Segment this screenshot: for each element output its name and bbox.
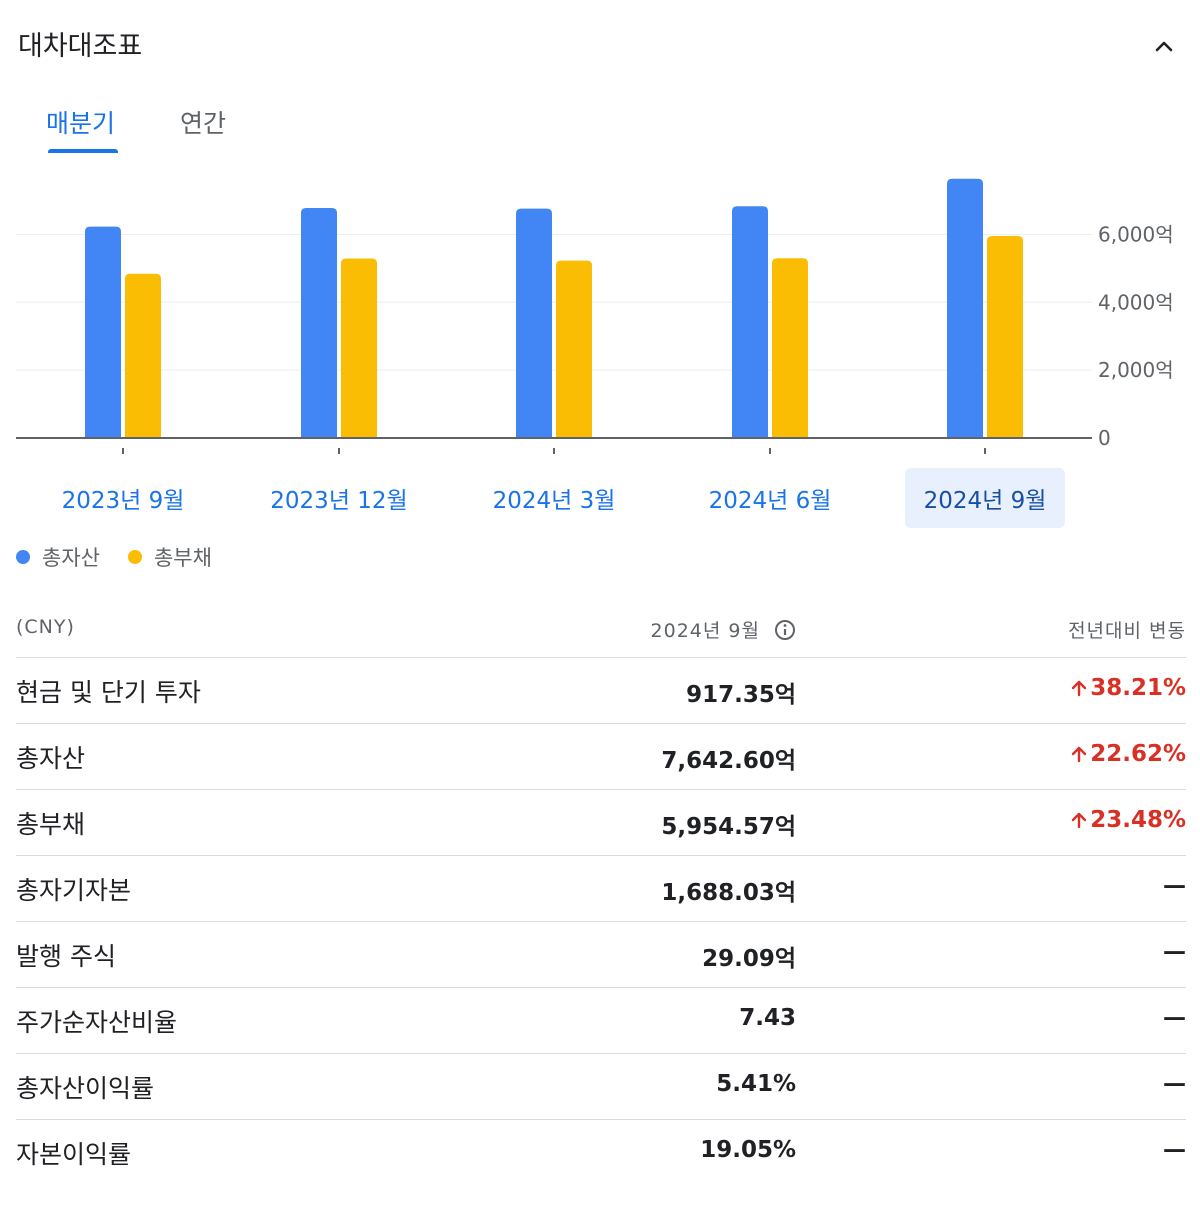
legend-item-total-assets: 총자산 [16,542,100,572]
row-change: 23.48% [1070,807,1186,833]
bar-total-assets-0[interactable] [85,226,121,438]
page-title: 대차대조표 [18,31,143,62]
row-value: 1,688.03억 [661,880,796,906]
table-row: 발행 주식 29.09억 — [16,922,1186,988]
bar-total-assets-3[interactable] [732,206,768,438]
x-tick-label[interactable]: 2023년 12월 [270,488,408,514]
row-value: 917.35억 [686,682,796,708]
row-change-value: 23.48% [1090,807,1186,833]
y-tick-label: 6,000억 [1098,222,1174,246]
legend-dot-total-assets [16,550,30,564]
table-row: 총부채 5,954.57억 23.48% [16,790,1186,856]
tab-annual[interactable]: 연간 [180,109,227,138]
row-change: — [1163,1071,1186,1097]
legend-dot-total-liabilities [127,550,142,564]
row-label: 총자산이익률 [16,1074,155,1103]
row-change-value: — [1163,1071,1186,1097]
row-change: — [1163,1137,1186,1163]
x-tick-label[interactable]: 2024년 9월 [905,468,1065,528]
table-row: 자본이익률 19.05% — [16,1120,1186,1185]
row-value: 7,642.60억 [661,748,796,774]
currency-label: (CNY) [16,616,75,638]
x-tick-label[interactable]: 2023년 9월 [61,488,185,514]
bar-total-liabilities-0[interactable] [125,273,161,438]
table-header: (CNY) 2024년 9월 전년대비 변동 [16,600,1186,658]
arrow-up-icon [1072,812,1087,829]
row-change: — [1163,939,1186,965]
bar-total-liabilities-4[interactable] [987,235,1023,438]
bar-total-liabilities-3[interactable] [772,258,808,438]
table-row: 주가순자산비율 7.43 — [16,988,1186,1054]
table-row: 총자산이익률 5.41% — [16,1054,1186,1120]
legend-item-total-liabilities: 총부채 [127,542,212,572]
info-icon[interactable] [774,619,796,641]
bar-total-assets-4[interactable] [947,178,983,438]
row-value: 5.41% [716,1071,796,1097]
row-label: 주가순자산비율 [16,1008,178,1037]
chevron-up-icon [1155,41,1173,52]
tab-quarterly[interactable]: 매분기 [46,109,116,138]
y-tick-label: 4,000억 [1098,290,1174,314]
period-label: 2024년 9월 [650,620,760,642]
change-header: 전년대비 변동 [1068,620,1186,642]
bar-total-liabilities-1[interactable] [341,258,377,438]
row-label: 현금 및 단기 투자 [16,678,201,707]
row-label: 총부채 [16,810,86,839]
row-change: — [1163,1005,1186,1031]
x-tick-label[interactable]: 2024년 6월 [708,488,832,514]
table-row: 현금 및 단기 투자 917.35억 38.21% [16,658,1186,724]
arrow-up-icon [1072,680,1087,697]
table-row: 총자산 7,642.60억 22.62% [16,724,1186,790]
row-change-value: — [1163,1005,1186,1031]
tab-quarterly-indicator [48,149,118,153]
row-value: 7.43 [739,1005,796,1031]
row-value: 5,954.57억 [661,814,796,840]
row-change: 22.62% [1070,741,1186,767]
x-tick-label[interactable]: 2024년 3월 [492,488,616,514]
balance-sheet-table: (CNY) 2024년 9월 전년대비 변동 현금 및 단기 투자 917.35억… [16,600,1186,1185]
row-change-value: — [1163,873,1186,899]
bar-total-assets-2[interactable] [516,208,552,438]
bar-total-assets-1[interactable] [301,207,337,438]
row-change-value: — [1163,1137,1186,1163]
arrow-up-icon [1072,746,1087,763]
row-change-value: 22.62% [1090,741,1186,767]
row-change: — [1163,873,1186,899]
row-label: 총자산 [16,744,86,773]
collapse-button[interactable] [1148,30,1180,62]
row-change-value: 38.21% [1090,675,1186,701]
row-label: 총자기자본 [16,876,132,905]
y-tick-label: 2,000억 [1098,358,1174,382]
row-change-value: — [1163,939,1186,965]
table-body: 현금 및 단기 투자 917.35억 38.21% 총자산 7,642.60억 22.62… [16,658,1186,1185]
row-value: 29.09억 [702,946,796,972]
legend-label-total-liabilities: 총부채 [153,546,212,570]
row-label: 발행 주식 [16,942,116,971]
legend-label-total-assets: 총자산 [42,546,100,570]
row-value: 19.05% [700,1137,796,1163]
row-label: 자본이익률 [16,1140,132,1169]
chart-legend: 총자산 총부채 [16,542,240,572]
bar-total-liabilities-2[interactable] [556,260,592,438]
period-header: 2024년 9월 [651,616,796,643]
balance-sheet-chart: 0 2,000억 4,000억 6,000억 [16,178,1174,454]
table-row: 총자기자본 1,688.03억 — [16,856,1186,922]
row-change: 38.21% [1070,675,1186,701]
y-tick-label: 0 [1098,426,1111,450]
